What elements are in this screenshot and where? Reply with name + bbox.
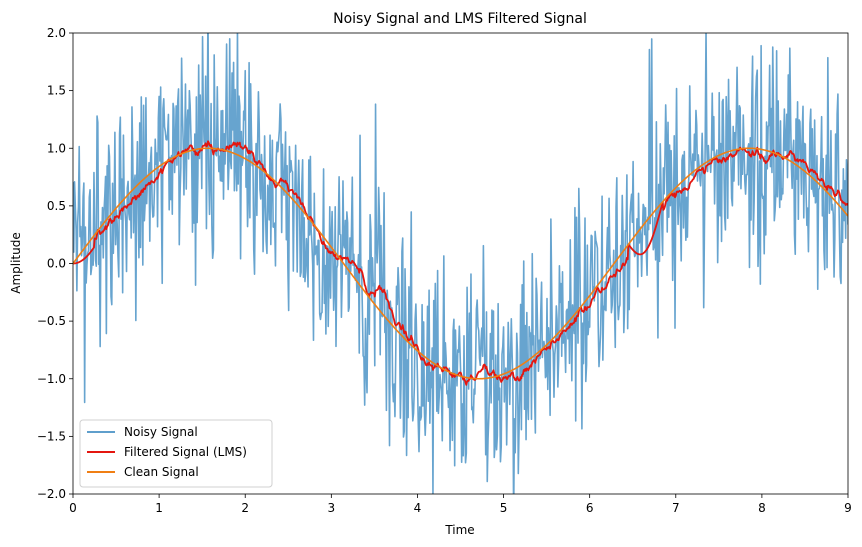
y-tick-label: 0.5 [47,199,66,213]
legend-box [79,419,273,488]
plot-area [73,33,848,494]
y-tick-label: 0.0 [47,257,66,271]
y-tick-label: 1.0 [47,141,66,155]
chart-title: Noisy Signal and LMS Filtered Signal [333,11,587,27]
x-tick-label: 2 [241,501,249,515]
x-tick-label: 0 [69,501,77,515]
x-tick-label: 3 [328,501,336,515]
y-tick-label: −2.0 [37,487,66,501]
series-line-noisy-signal [73,33,848,494]
x-tick-label: 5 [500,501,508,515]
x-axis: 0 1 2 3 4 5 6 7 8 9 [69,494,852,515]
legend: Noisy Signal Filtered Signal (LMS) Clean… [79,419,273,488]
x-axis-label: Time [444,523,474,537]
series-line-clean-signal [73,147,848,380]
x-tick-label: 6 [586,501,594,515]
y-tick-label: 1.5 [47,84,66,98]
y-axis-label: Amplitude [9,232,23,294]
y-axis: −2.0 −1.5 −1.0 −0.5 0.0 0.5 1.0 1.5 2.0 [37,26,73,501]
x-tick-label: 9 [844,501,852,515]
y-tick-label: 2.0 [47,26,66,40]
legend-label-clean: Clean Signal [124,465,199,479]
x-tick-label: 1 [155,501,163,515]
x-tick-label: 8 [758,501,766,515]
x-tick-label: 7 [672,501,680,515]
legend-label-filtered: Filtered Signal (LMS) [124,445,247,459]
x-tick-label: 4 [414,501,422,515]
y-tick-label: −1.5 [37,429,66,443]
y-tick-label: −1.0 [37,372,66,386]
legend-label-noisy: Noisy Signal [124,425,198,439]
y-tick-label: −0.5 [37,314,66,328]
